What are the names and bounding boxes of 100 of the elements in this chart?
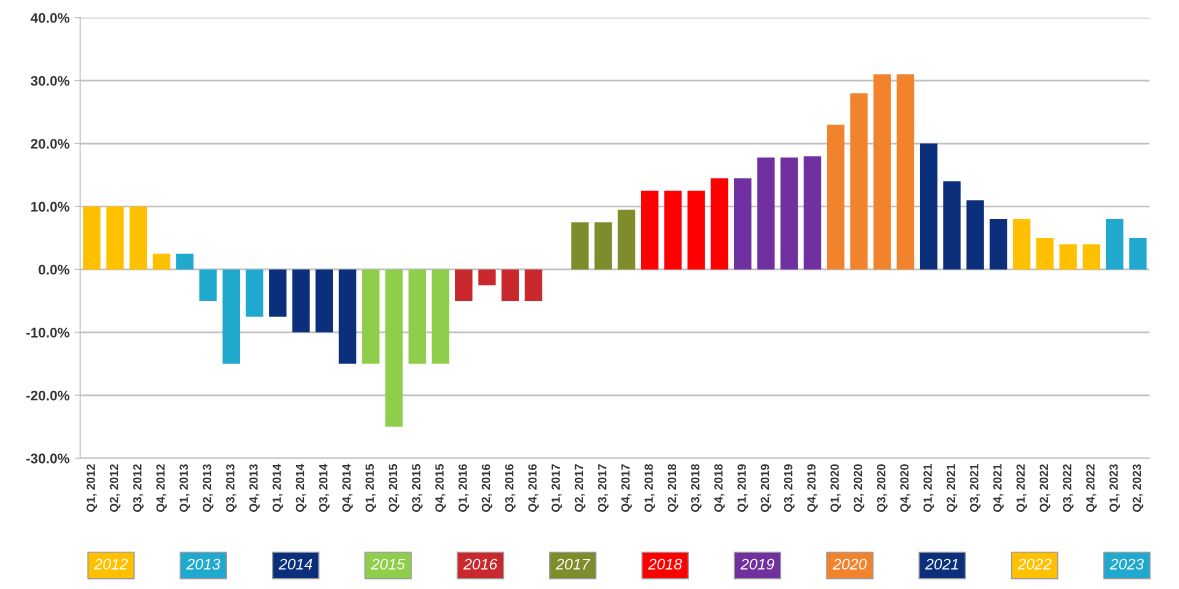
- x-tick-label: Q3, 2020: [877, 464, 888, 512]
- y-tick-label: 0.0%: [38, 264, 70, 275]
- x-tick-label: Q4, 2021: [993, 464, 1004, 512]
- text: 2017: [555, 558, 591, 570]
- x-tick-label: Q2, 2018: [667, 464, 679, 512]
- text: 2018: [648, 558, 683, 570]
- bar: [1082, 244, 1101, 270]
- bar: [780, 157, 798, 270]
- x-tick-label: Q2, 2020: [853, 464, 865, 512]
- x-tick-label: Q2, 2022: [1039, 464, 1051, 512]
- x-tick-label: Q1, 2015: [365, 464, 377, 512]
- bar: [803, 156, 822, 270]
- text: 2015: [371, 558, 406, 570]
- bar: [245, 269, 264, 317]
- bar: [408, 269, 426, 364]
- y-tick-label: 30.0%: [30, 75, 70, 86]
- x-tick-label: Q4, 2020: [900, 464, 911, 512]
- bar: [641, 190, 659, 270]
- x-tick-label: Q3, 2021: [969, 464, 981, 512]
- x-tick-label: Q2, 2019: [760, 464, 772, 512]
- x-tick-label: Q2, 2014: [295, 463, 307, 512]
- x-tick-label: Q4, 2013: [249, 464, 260, 512]
- text: 2023: [1109, 558, 1144, 570]
- bar: [989, 219, 1008, 270]
- x-tick-label: Q3, 2014: [319, 463, 330, 512]
- text: 2019: [740, 558, 775, 570]
- y-tick-label: -30.0%: [26, 453, 70, 464]
- text: 2021: [925, 558, 958, 570]
- bar: [524, 269, 543, 301]
- x-tick-label: Q3, 2022: [1062, 464, 1074, 512]
- x-tick-label: Q1, 2020: [830, 464, 842, 512]
- x-tick-label: Q4, 2012: [156, 464, 167, 512]
- bar: [129, 206, 148, 270]
- x-tick-label: Q4, 2015: [435, 464, 446, 512]
- x-tick-label: Q1, 2021: [923, 464, 935, 512]
- bar: [733, 178, 752, 270]
- bar: [1012, 219, 1031, 270]
- x-tick-label: Q4, 2022: [1086, 464, 1097, 512]
- x-tick-label: Q2, 2015: [388, 464, 400, 512]
- text: 2012: [93, 558, 128, 570]
- bar: [338, 269, 357, 364]
- bar: [966, 200, 984, 270]
- y-tick-label: 10.0%: [31, 201, 70, 212]
- bar: [269, 269, 287, 317]
- y-tick-label: 40.0%: [30, 13, 70, 23]
- bar: [501, 269, 519, 301]
- bar: [1105, 219, 1124, 270]
- x-tick-label: Q2, 2023: [1132, 464, 1144, 512]
- x-tick-label: Q1, 2017: [551, 464, 563, 512]
- bar: [850, 93, 868, 270]
- bar: [176, 253, 194, 270]
- x-tick-label: Q2, 2012: [109, 464, 121, 512]
- bar: [315, 269, 333, 333]
- text: 2016: [463, 558, 498, 570]
- bar: [919, 143, 938, 270]
- bar: [455, 269, 473, 301]
- bar: [362, 269, 380, 364]
- bar: [106, 206, 124, 270]
- bar: [385, 269, 403, 427]
- text: 2022: [1017, 558, 1052, 570]
- x-tick-label: Q4, 2017: [621, 464, 632, 512]
- x-tick-label: Q2, 2016: [481, 464, 493, 512]
- bar: [896, 74, 915, 270]
- x-tick-label: Q4, 2018: [714, 464, 725, 512]
- x-tick-label: Q1, 2016: [458, 464, 470, 512]
- x-tick-label: Q1, 2019: [737, 464, 749, 512]
- x-tick-label: Q3, 2017: [598, 464, 609, 512]
- bar: [664, 190, 682, 270]
- x-tick-label: Q3, 2012: [133, 464, 144, 512]
- y-tick-label: -10.0%: [26, 327, 70, 338]
- bar: [943, 181, 961, 270]
- bar: [687, 190, 705, 270]
- bar: [222, 269, 240, 364]
- bar: [199, 269, 217, 301]
- y-tick-label: -20.0%: [26, 390, 70, 401]
- x-tick-label: Q2, 2013: [202, 464, 214, 512]
- bar: [431, 269, 450, 364]
- bar: [710, 178, 729, 270]
- text: 2020: [832, 558, 867, 570]
- x-tick-label: Q1, 2023: [1109, 464, 1121, 512]
- x-tick-label: Q2, 2017: [574, 464, 586, 512]
- bar: [594, 222, 612, 270]
- y-tick-label: 20.0%: [30, 138, 70, 149]
- x-tick-label: Q3, 2019: [784, 464, 795, 512]
- x-tick-label: Q1, 2022: [1016, 464, 1028, 512]
- bar: [152, 253, 171, 270]
- x-tick-label: Q4, 2016: [528, 464, 539, 512]
- bar: [83, 206, 101, 270]
- x-tick-label: Q1, 2018: [644, 464, 656, 512]
- bar: [1036, 237, 1054, 270]
- bar: [292, 269, 310, 333]
- text: 2013: [186, 558, 221, 570]
- bar: [1059, 244, 1077, 270]
- x-tick-label: Q1, 2013: [179, 464, 191, 512]
- bar: [571, 222, 589, 270]
- bar: [617, 209, 636, 270]
- x-tick-label: Q4, 2019: [807, 464, 818, 512]
- x-tick-label: Q3, 2015: [412, 464, 423, 512]
- bar: [826, 124, 845, 270]
- x-tick-label: Q3, 2013: [226, 464, 237, 512]
